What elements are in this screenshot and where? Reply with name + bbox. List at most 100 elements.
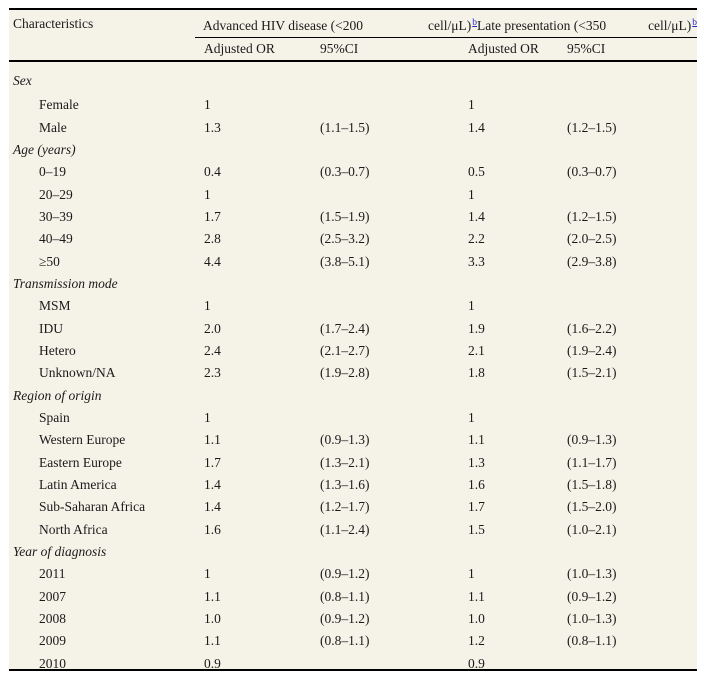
adjusted-or-advanced: 1.4 xyxy=(204,499,221,515)
ci-late xyxy=(558,94,697,116)
row-label: Sub-Saharan Africa xyxy=(39,499,146,515)
ci-late: (1.0–1.3) xyxy=(567,566,617,582)
table-row: Male 1.3 (1.1–1.5) 1.4 (1.2–1.5) xyxy=(9,116,697,138)
ci-late: (2.9–3.8) xyxy=(567,253,617,269)
ci-late xyxy=(558,183,697,205)
section-title: Region of origin xyxy=(13,387,102,403)
group-label-unit: cell/μL)b xyxy=(648,18,697,34)
table-row: Sub-Saharan Africa 1.4 (1.2–1.7) 1.7 (1.5–2.… xyxy=(9,496,697,518)
ci-advanced: (0.3–0.7) xyxy=(320,164,370,180)
column-header-ci-advanced: 95%CI xyxy=(310,37,459,62)
table-row: 20–29 1 1 xyxy=(9,183,697,205)
group-header-text: Late presentation (<350 cell/μL)b xyxy=(477,18,697,34)
footnote-b-link[interactable]: b xyxy=(472,17,478,28)
ci-late xyxy=(558,407,697,429)
row-label: 2007 xyxy=(39,588,66,604)
table-row: 2007 1.1 (0.8–1.1) 1.1 (0.9–1.2) xyxy=(9,586,697,608)
ci-late: (0.8–1.1) xyxy=(567,633,617,649)
row-label: Unknown/NA xyxy=(39,365,116,381)
footnote-b-link[interactable]: b xyxy=(692,17,698,28)
table-row: IDU 2.0 (1.7–2.4) 1.9 (1.6–2.2) xyxy=(9,317,697,339)
ci-advanced: (1.9–2.8) xyxy=(320,365,370,381)
ci-late xyxy=(558,295,697,317)
ci-late: (0.9–1.3) xyxy=(567,432,617,448)
table-row: Unknown/NA 2.3 (1.9–2.8) 1.8 (1.5–2.1) xyxy=(9,362,697,384)
table-row: Eastern Europe 1.7 (1.3–2.1) 1.3 (1.1–1.7) xyxy=(9,452,697,474)
adjusted-or-advanced: 2.0 xyxy=(204,320,221,336)
column-header-adjusted-or-late: Adjusted OR xyxy=(458,37,559,62)
adjusted-or-advanced: 1 xyxy=(204,186,211,202)
ci-advanced xyxy=(310,183,458,205)
results-table: Characteristics Advanced HIV disease (<2… xyxy=(9,10,698,675)
ci-advanced: (0.9–1.3) xyxy=(320,432,370,448)
adjusted-or-advanced: 2.3 xyxy=(204,365,221,381)
adjusted-or-advanced: 2.4 xyxy=(204,342,221,358)
column-header-characteristics: Characteristics xyxy=(9,10,195,62)
table-row: 2009 1.1 (0.8–1.1) 1.2 (0.8–1.1) xyxy=(9,630,697,652)
ci-late: (1.9–2.4) xyxy=(567,342,617,358)
adjusted-or-advanced: 1.7 xyxy=(204,208,221,224)
row-label: 2010 xyxy=(39,655,66,671)
table-row: Hetero 2.4 (2.1–2.7) 2.1 (1.9–2.4) xyxy=(9,340,697,362)
ci-advanced: (1.2–1.7) xyxy=(320,499,370,515)
adjusted-or-late: 2.2 xyxy=(468,231,485,247)
ci-late: (1.0–1.3) xyxy=(567,611,617,627)
ci-advanced: (2.1–2.7) xyxy=(320,342,370,358)
adjusted-or-late: 1.8 xyxy=(468,365,485,381)
row-label: 2011 xyxy=(39,566,66,582)
ci-late: (0.3–0.7) xyxy=(567,164,617,180)
ci-advanced xyxy=(310,295,458,317)
adjusted-or-late: 3.3 xyxy=(468,253,485,269)
adjusted-or-late: 1.6 xyxy=(468,477,485,493)
adjusted-or-late: 1.1 xyxy=(468,432,485,448)
row-label: Western Europe xyxy=(39,432,126,448)
adjusted-or-late: 1 xyxy=(468,298,475,314)
adjusted-or-advanced: 1 xyxy=(204,298,211,314)
table-row: 0–19 0.4 (0.3–0.7) 0.5 (0.3–0.7) xyxy=(9,161,697,183)
ci-advanced: (1.3–2.1) xyxy=(320,454,370,470)
adjusted-or-late: 1.3 xyxy=(468,454,485,470)
ci-late: (1.5–2.0) xyxy=(567,499,617,515)
ci-advanced: (2.5–3.2) xyxy=(320,231,370,247)
adjusted-or-advanced: 1.3 xyxy=(204,119,221,135)
adjusted-or-late: 1 xyxy=(468,566,475,582)
ci-late xyxy=(558,653,697,675)
group-label-left: Late presentation (<350 xyxy=(477,18,607,33)
adjusted-or-advanced: 0.9 xyxy=(204,655,221,671)
adjusted-or-late: 1.7 xyxy=(468,499,485,515)
adjusted-or-advanced: 4.4 xyxy=(204,253,221,269)
adjusted-or-advanced: 1 xyxy=(204,566,211,582)
adjusted-or-late: 2.1 xyxy=(468,342,485,358)
adjusted-or-advanced: 1 xyxy=(204,97,211,113)
section-row: Year of diagnosis xyxy=(9,541,697,563)
adjusted-or-late: 1.4 xyxy=(468,208,485,224)
section-title: Age (years) xyxy=(13,141,76,157)
ci-late: (1.2–1.5) xyxy=(567,208,617,224)
table-row: 2008 1.0 (0.9–1.2) 1.0 (1.0–1.3) xyxy=(9,608,697,630)
row-label: Latin America xyxy=(39,477,117,493)
adjusted-or-advanced: 2.8 xyxy=(204,231,221,247)
adjusted-or-advanced: 1.0 xyxy=(204,611,221,627)
table-body: Sex Female 1 1 Male 1.3 (1.1–1.5) 1.4 (1.2–1.5) A… xyxy=(9,61,697,675)
ci-advanced: (1.5–1.9) xyxy=(320,208,370,224)
row-label: 0–19 xyxy=(39,164,66,180)
adjusted-or-late: 1 xyxy=(468,186,475,202)
table-row: Western Europe 1.1 (0.9–1.3) 1.1 (0.9–1.3) xyxy=(9,429,697,451)
row-label: Eastern Europe xyxy=(39,454,122,470)
table-row: Spain 1 1 xyxy=(9,407,697,429)
adjusted-or-advanced: 1.1 xyxy=(204,432,221,448)
row-label: North Africa xyxy=(39,521,108,537)
row-label: MSM xyxy=(39,298,71,314)
table-row: ≥50 4.4 (3.8–5.1) 3.3 (2.9–3.8) xyxy=(9,250,697,272)
adjusted-or-late: 1.1 xyxy=(468,588,485,604)
row-label: 40–49 xyxy=(39,231,73,247)
unit-text: cell/μL) xyxy=(648,18,692,33)
adjusted-or-advanced: 1 xyxy=(204,409,211,425)
ci-advanced: (3.8–5.1) xyxy=(320,253,370,269)
adjusted-or-late: 1 xyxy=(468,97,475,113)
ci-late: (1.5–1.8) xyxy=(567,477,617,493)
table-row: MSM 1 1 xyxy=(9,295,697,317)
ci-advanced: (1.1–2.4) xyxy=(320,521,370,537)
table-row: Female 1 1 xyxy=(9,94,697,116)
